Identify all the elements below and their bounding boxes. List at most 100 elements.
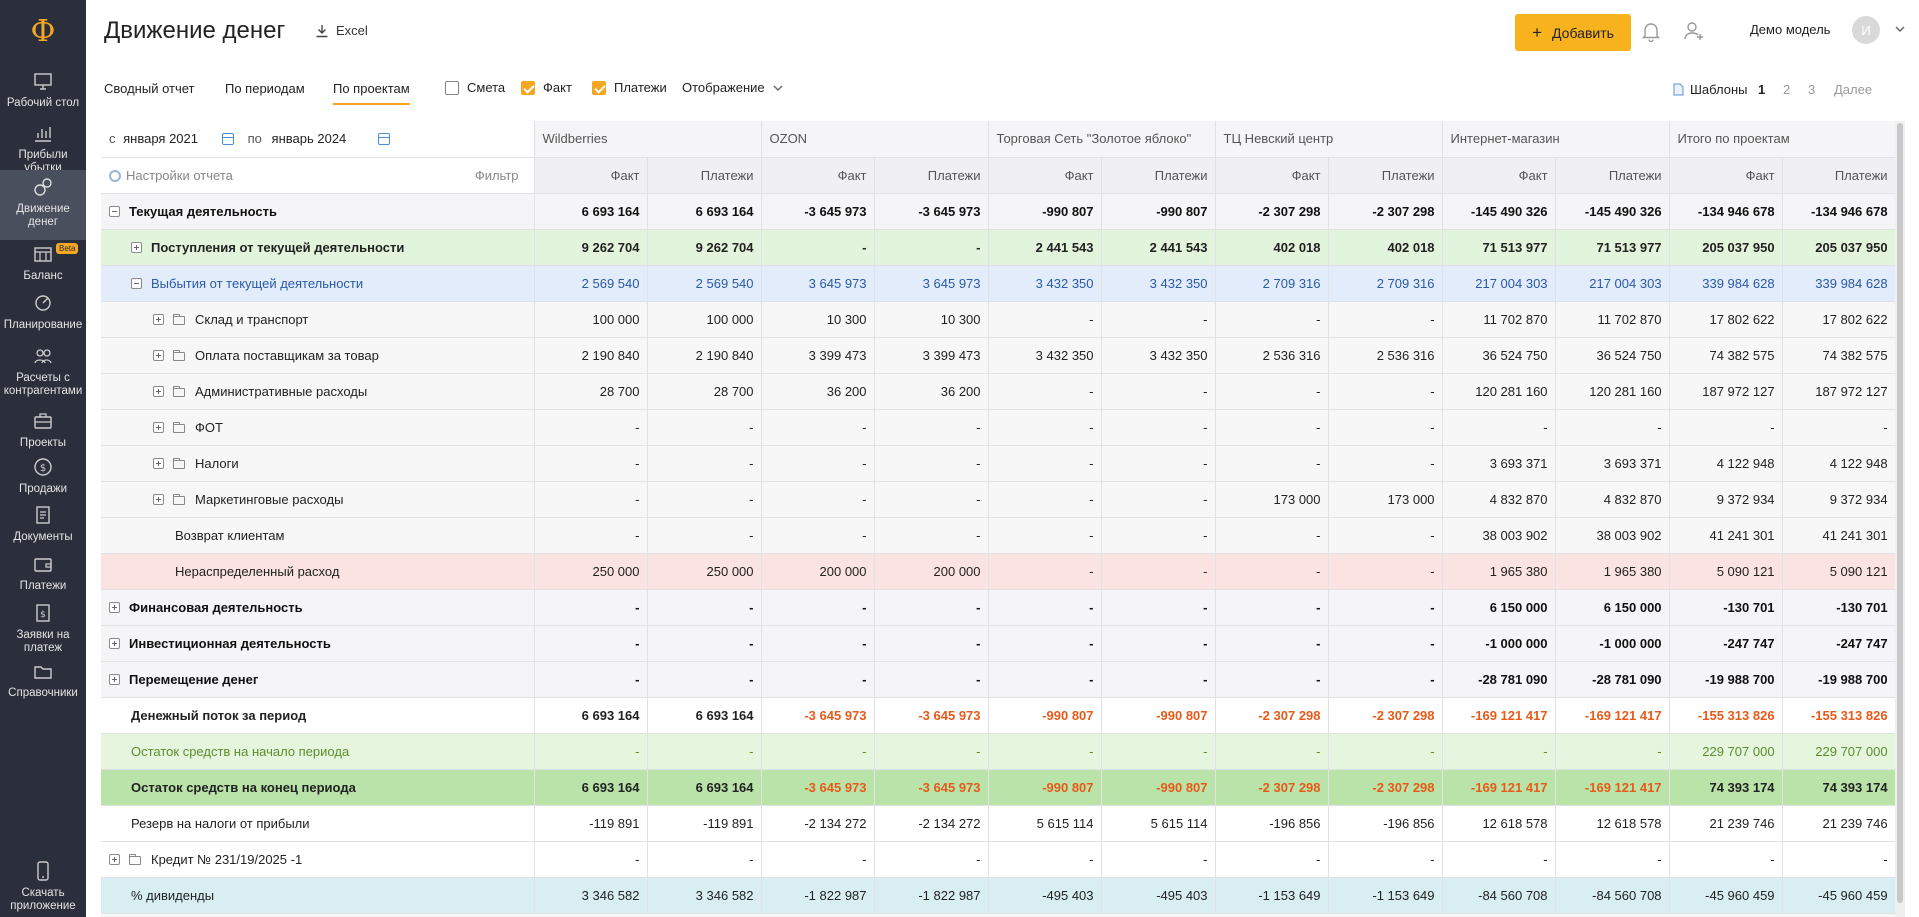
- value-cell[interactable]: -1 822 987: [874, 877, 989, 914]
- value-cell[interactable]: -19 988 700: [1669, 661, 1783, 698]
- value-cell[interactable]: -2 307 298: [1215, 769, 1329, 806]
- table-row[interactable]: Маркетинговые расходы - - - - - -173 000 173 00…: [101, 481, 1895, 518]
- column-fact-header[interactable]: Факт: [1442, 157, 1556, 194]
- sidebar-item-11[interactable]: $ Заявки на платеж: [0, 602, 86, 654]
- value-cell[interactable]: 6 693 164: [647, 769, 762, 806]
- value-cell[interactable]: -: [874, 409, 989, 446]
- value-cell[interactable]: 3 432 350: [988, 337, 1102, 374]
- value-cell[interactable]: -: [1101, 517, 1216, 554]
- value-cell[interactable]: -45 960 459: [1782, 877, 1895, 914]
- value-cell[interactable]: 36 524 750: [1442, 337, 1556, 374]
- column-fact-header[interactable]: Факт: [534, 157, 648, 194]
- sidebar-item-1[interactable]: Рабочий стол: [0, 70, 86, 110]
- sidebar-item-12[interactable]: Справочники: [0, 660, 86, 699]
- table-row[interactable]: Нераспределенный расход 250 000 250 000 200…: [101, 553, 1895, 590]
- value-cell[interactable]: 229 707 000: [1669, 733, 1783, 770]
- value-cell[interactable]: 3 432 350: [1101, 265, 1216, 302]
- tab-projects[interactable]: По проектам: [333, 81, 410, 105]
- value-cell[interactable]: -: [1328, 409, 1443, 446]
- value-cell[interactable]: -3 645 973: [761, 769, 875, 806]
- value-cell[interactable]: -2 307 298: [1215, 697, 1329, 734]
- value-cell[interactable]: 205 037 950: [1782, 229, 1895, 266]
- table-row[interactable]: Текущая деятельность 6 693 164 6 693 164 -3…: [101, 193, 1895, 230]
- value-cell[interactable]: -: [988, 625, 1102, 662]
- value-cell[interactable]: -: [1215, 841, 1329, 878]
- value-cell[interactable]: -: [647, 661, 762, 698]
- value-cell[interactable]: -990 807: [988, 697, 1102, 734]
- value-cell[interactable]: 6 693 164: [647, 193, 762, 230]
- value-cell[interactable]: -: [1328, 553, 1443, 590]
- value-cell[interactable]: 41 241 301: [1782, 517, 1895, 554]
- value-cell[interactable]: 5 090 121: [1669, 553, 1783, 590]
- value-cell[interactable]: -: [534, 625, 648, 662]
- expand-icon[interactable]: [153, 457, 164, 469]
- value-cell[interactable]: -: [874, 661, 989, 698]
- value-cell[interactable]: -: [761, 661, 875, 698]
- sidebar-item-4[interactable]: Баланс Beta: [0, 243, 86, 283]
- value-cell[interactable]: -145 490 326: [1555, 193, 1670, 230]
- table-row[interactable]: Перемещение денег - - - - - - - - -28 781 090 -28 …: [101, 661, 1895, 698]
- sidebar-item-3[interactable]: Движение денег: [0, 170, 86, 240]
- table-row[interactable]: Резерв на налоги от прибыли -119 891 -119 …: [101, 805, 1895, 842]
- value-cell[interactable]: -: [988, 301, 1102, 338]
- calendar-icon[interactable]: [222, 132, 234, 145]
- template-1[interactable]: 1: [1758, 82, 1766, 97]
- value-cell[interactable]: 217 004 303: [1555, 265, 1670, 302]
- value-cell[interactable]: 173 000: [1215, 481, 1329, 518]
- tab-summary[interactable]: Сводный отчет: [104, 81, 195, 96]
- value-cell[interactable]: -495 403: [988, 877, 1102, 914]
- value-cell[interactable]: 41 241 301: [1669, 517, 1783, 554]
- value-cell[interactable]: -: [874, 625, 989, 662]
- value-cell[interactable]: -: [988, 841, 1102, 878]
- excel-export-button[interactable]: Excel: [315, 23, 368, 38]
- collapse-icon[interactable]: [131, 277, 142, 289]
- sidebar-item-8[interactable]: $ Продажи: [0, 456, 86, 495]
- value-cell[interactable]: 74 393 174: [1782, 769, 1895, 806]
- value-cell[interactable]: -990 807: [988, 193, 1102, 230]
- value-cell[interactable]: -169 121 417: [1555, 769, 1670, 806]
- avatar[interactable]: И: [1852, 16, 1880, 44]
- value-cell[interactable]: -: [647, 589, 762, 626]
- value-cell[interactable]: -196 856: [1215, 805, 1329, 842]
- table-row[interactable]: Выбытия от текущей деятельности 2 569 540…: [101, 265, 1895, 302]
- value-cell[interactable]: -145 490 326: [1442, 193, 1556, 230]
- value-cell[interactable]: 6 150 000: [1555, 589, 1670, 626]
- value-cell[interactable]: -2 307 298: [1328, 193, 1443, 230]
- value-cell[interactable]: 6 693 164: [647, 697, 762, 734]
- value-cell[interactable]: 17 802 622: [1669, 301, 1783, 338]
- template-3[interactable]: 3: [1808, 82, 1816, 97]
- value-cell[interactable]: -: [1101, 661, 1216, 698]
- value-cell[interactable]: 2 709 316: [1215, 265, 1329, 302]
- value-cell[interactable]: 12 618 578: [1555, 805, 1670, 842]
- value-cell[interactable]: -: [647, 841, 762, 878]
- table-row[interactable]: Финансовая деятельность - - - - - - - -6 150 000…: [101, 589, 1895, 626]
- expand-icon[interactable]: [109, 853, 120, 865]
- value-cell[interactable]: -169 121 417: [1442, 769, 1556, 806]
- value-cell[interactable]: 4 832 870: [1442, 481, 1556, 518]
- value-cell[interactable]: -: [988, 409, 1102, 446]
- value-cell[interactable]: 5 615 114: [1101, 805, 1216, 842]
- value-cell[interactable]: -1 000 000: [1555, 625, 1670, 662]
- value-cell[interactable]: -: [647, 409, 762, 446]
- table-row[interactable]: Инвестиционная деятельность - - - - - - - - -1 00…: [101, 625, 1895, 662]
- value-cell[interactable]: -2 307 298: [1328, 697, 1443, 734]
- value-cell[interactable]: -: [1215, 409, 1329, 446]
- value-cell[interactable]: 339 984 628: [1669, 265, 1783, 302]
- value-cell[interactable]: 3 346 582: [534, 877, 648, 914]
- value-cell[interactable]: -: [1555, 733, 1670, 770]
- value-cell[interactable]: -: [874, 733, 989, 770]
- value-cell[interactable]: -: [874, 481, 989, 518]
- value-cell[interactable]: 187 972 127: [1669, 373, 1783, 410]
- table-row[interactable]: % дивиденды 3 346 582 3 346 582 -1 822 987-…: [101, 877, 1895, 914]
- value-cell[interactable]: -: [761, 229, 875, 266]
- value-cell[interactable]: -: [988, 553, 1102, 590]
- value-cell[interactable]: -: [647, 733, 762, 770]
- value-cell[interactable]: -: [1215, 373, 1329, 410]
- expand-icon[interactable]: [153, 349, 164, 361]
- value-cell[interactable]: -: [1215, 589, 1329, 626]
- value-cell[interactable]: 71 513 977: [1555, 229, 1670, 266]
- value-cell[interactable]: -196 856: [1328, 805, 1443, 842]
- value-cell[interactable]: -: [988, 517, 1102, 554]
- value-cell[interactable]: 2 441 543: [988, 229, 1102, 266]
- value-cell[interactable]: -169 121 417: [1555, 697, 1670, 734]
